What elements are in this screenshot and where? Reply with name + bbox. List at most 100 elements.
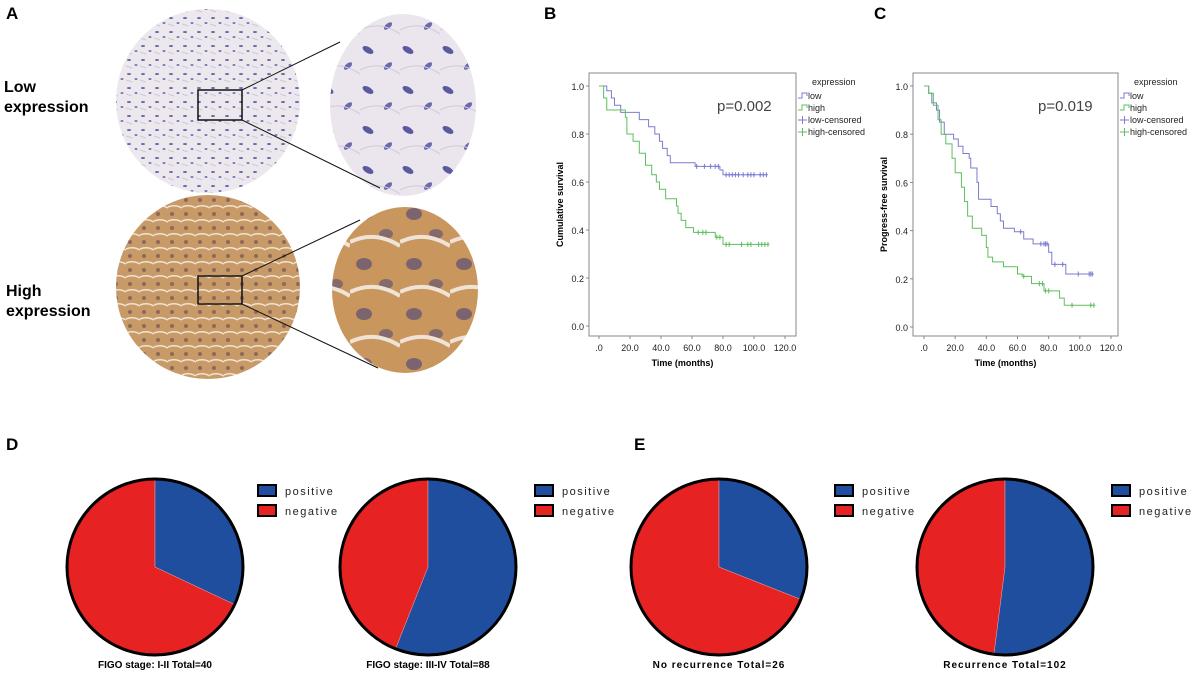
censor-mark-high (749, 241, 753, 247)
censor-mark-high (760, 241, 764, 247)
legend-item-low-censored: low-censored (808, 115, 862, 125)
legend-item-high: high (808, 103, 825, 113)
low-expression-tissue-core (116, 9, 300, 193)
zoom-line (241, 41, 341, 91)
legend-item-negative: negative (562, 506, 616, 518)
censor-mark-high (766, 241, 770, 247)
censor-mark-low (1053, 261, 1057, 267)
y-tick-label: 1.0 (571, 82, 584, 92)
x-tick-label: 80.0 (1040, 343, 1058, 353)
pie-outline (629, 477, 809, 657)
censor-mark-high (757, 241, 761, 247)
low-expression-magnified (330, 14, 476, 196)
legend-title: expression (1134, 77, 1178, 87)
km-curve-high (599, 85, 768, 245)
panel-letter-b: B (544, 4, 556, 23)
censor-mark-low (737, 172, 740, 178)
censor-mark-low (709, 163, 713, 169)
censor-mark-low (764, 172, 768, 178)
low-label: Low (4, 79, 37, 96)
low-label-2: expression (4, 99, 88, 116)
censor-mark-low (741, 172, 745, 178)
y-tick-label: 0.0 (895, 323, 908, 333)
legend-item-positive: positive (562, 486, 611, 498)
x-tick-label: 40.0 (652, 343, 670, 353)
zoom-line (241, 119, 381, 189)
legend-swatch-positive (534, 484, 554, 497)
km-plot-b: 0.0 0.2 0.4 0.6 0.8 1.0 .0 20.0 40.0 60.0 80.0 100.… (555, 72, 865, 368)
pie-chart: Recurrence Total=102 positive negative (915, 477, 1193, 671)
x-tick-label: .0 (920, 343, 928, 353)
y-tick-label: 0.2 (571, 274, 584, 284)
censor-mark-low (1019, 229, 1023, 235)
censor-mark-low (1076, 271, 1080, 277)
y-tick-label: 1.0 (895, 82, 908, 92)
censor-mark-low (716, 163, 720, 169)
legend-item-low: low (808, 91, 822, 101)
censor-mark-low (758, 172, 762, 178)
censor-mark-low (724, 172, 728, 178)
pie-caption: FIGO stage: I-II Total=40 (98, 660, 212, 671)
legend-swatch-negative (257, 504, 277, 517)
x-tick-label: 120.0 (774, 343, 797, 353)
x-axis-label: Time (months) (652, 358, 714, 368)
y-tick-label: 0.4 (571, 226, 584, 236)
censor-mark-high (1044, 288, 1048, 294)
x-tick-label: 100.0 (743, 343, 766, 353)
legend-censor-icon (798, 116, 807, 124)
pie-caption: Recurrence Total=102 (943, 660, 1066, 671)
censor-mark-high (1040, 281, 1044, 287)
censor-mark-low (746, 172, 750, 178)
legend-item-high: high (1130, 103, 1147, 113)
km-plot-c: 0.0 0.2 0.4 0.6 0.8 1.0 .0 20.0 40.0 60.0 80.0 100.… (879, 72, 1187, 368)
legend-item-negative: negative (1139, 506, 1193, 518)
censor-mark-low (727, 172, 731, 178)
km-curve-low (924, 85, 1093, 275)
high-zoom-box (197, 275, 243, 305)
legend-censor-icon (1120, 128, 1129, 136)
low-zoom-box (197, 89, 243, 121)
x-tick-label: .0 (595, 343, 603, 353)
pie-slice-negative (916, 478, 1006, 655)
x-tick-label: 80.0 (714, 343, 732, 353)
panel-letter-c: C (874, 4, 886, 23)
legend-item-negative: negative (862, 506, 916, 518)
legend-item-positive: positive (1139, 486, 1188, 498)
legend-swatch-positive (1111, 484, 1131, 497)
pie-outline (915, 477, 1095, 657)
censor-mark-high (1089, 302, 1093, 308)
legend-step-icon (798, 92, 808, 99)
panel-letter-a: A (6, 4, 18, 23)
legend-item-high-censored: high-censored (1130, 127, 1187, 137)
zoom-line (241, 219, 361, 277)
y-axis-label: Progress-free survival (879, 157, 889, 252)
km-legend: expression low high low-censored high-censor… (1120, 77, 1187, 137)
censor-mark-high (1037, 281, 1041, 287)
y-tick-label: 0.0 (571, 322, 584, 332)
legend-swatch-negative (834, 504, 854, 517)
censor-mark-high (746, 241, 750, 247)
y-tick-label: 0.6 (895, 178, 908, 188)
pie-caption: FIGO stage: III-IV Total=88 (366, 660, 490, 671)
censor-mark-high (740, 241, 744, 247)
censor-mark-high (718, 234, 722, 240)
censor-mark-low (1061, 261, 1065, 267)
high-label-2: expression (6, 303, 90, 320)
legend-censor-icon (798, 128, 807, 136)
panel-letter-d: D (6, 435, 18, 454)
censor-mark-low (761, 172, 765, 178)
legend-item-positive: positive (285, 486, 334, 498)
y-tick-label: 0.4 (895, 227, 908, 237)
high-expression-tissue-core (116, 195, 300, 379)
censor-mark-low (702, 163, 706, 169)
pie-outline (65, 477, 245, 657)
legend-item-low: low (1130, 91, 1144, 101)
censor-mark-low (752, 172, 756, 178)
zoom-line (241, 303, 379, 369)
legend-item-positive: positive (862, 486, 911, 498)
p-value-annotation: p=0.002 (717, 98, 772, 115)
x-tick-label: 100.0 (1069, 343, 1092, 353)
p-value-annotation: p=0.019 (1038, 98, 1093, 115)
censor-mark-high (724, 241, 728, 247)
censor-mark-high (763, 241, 767, 247)
